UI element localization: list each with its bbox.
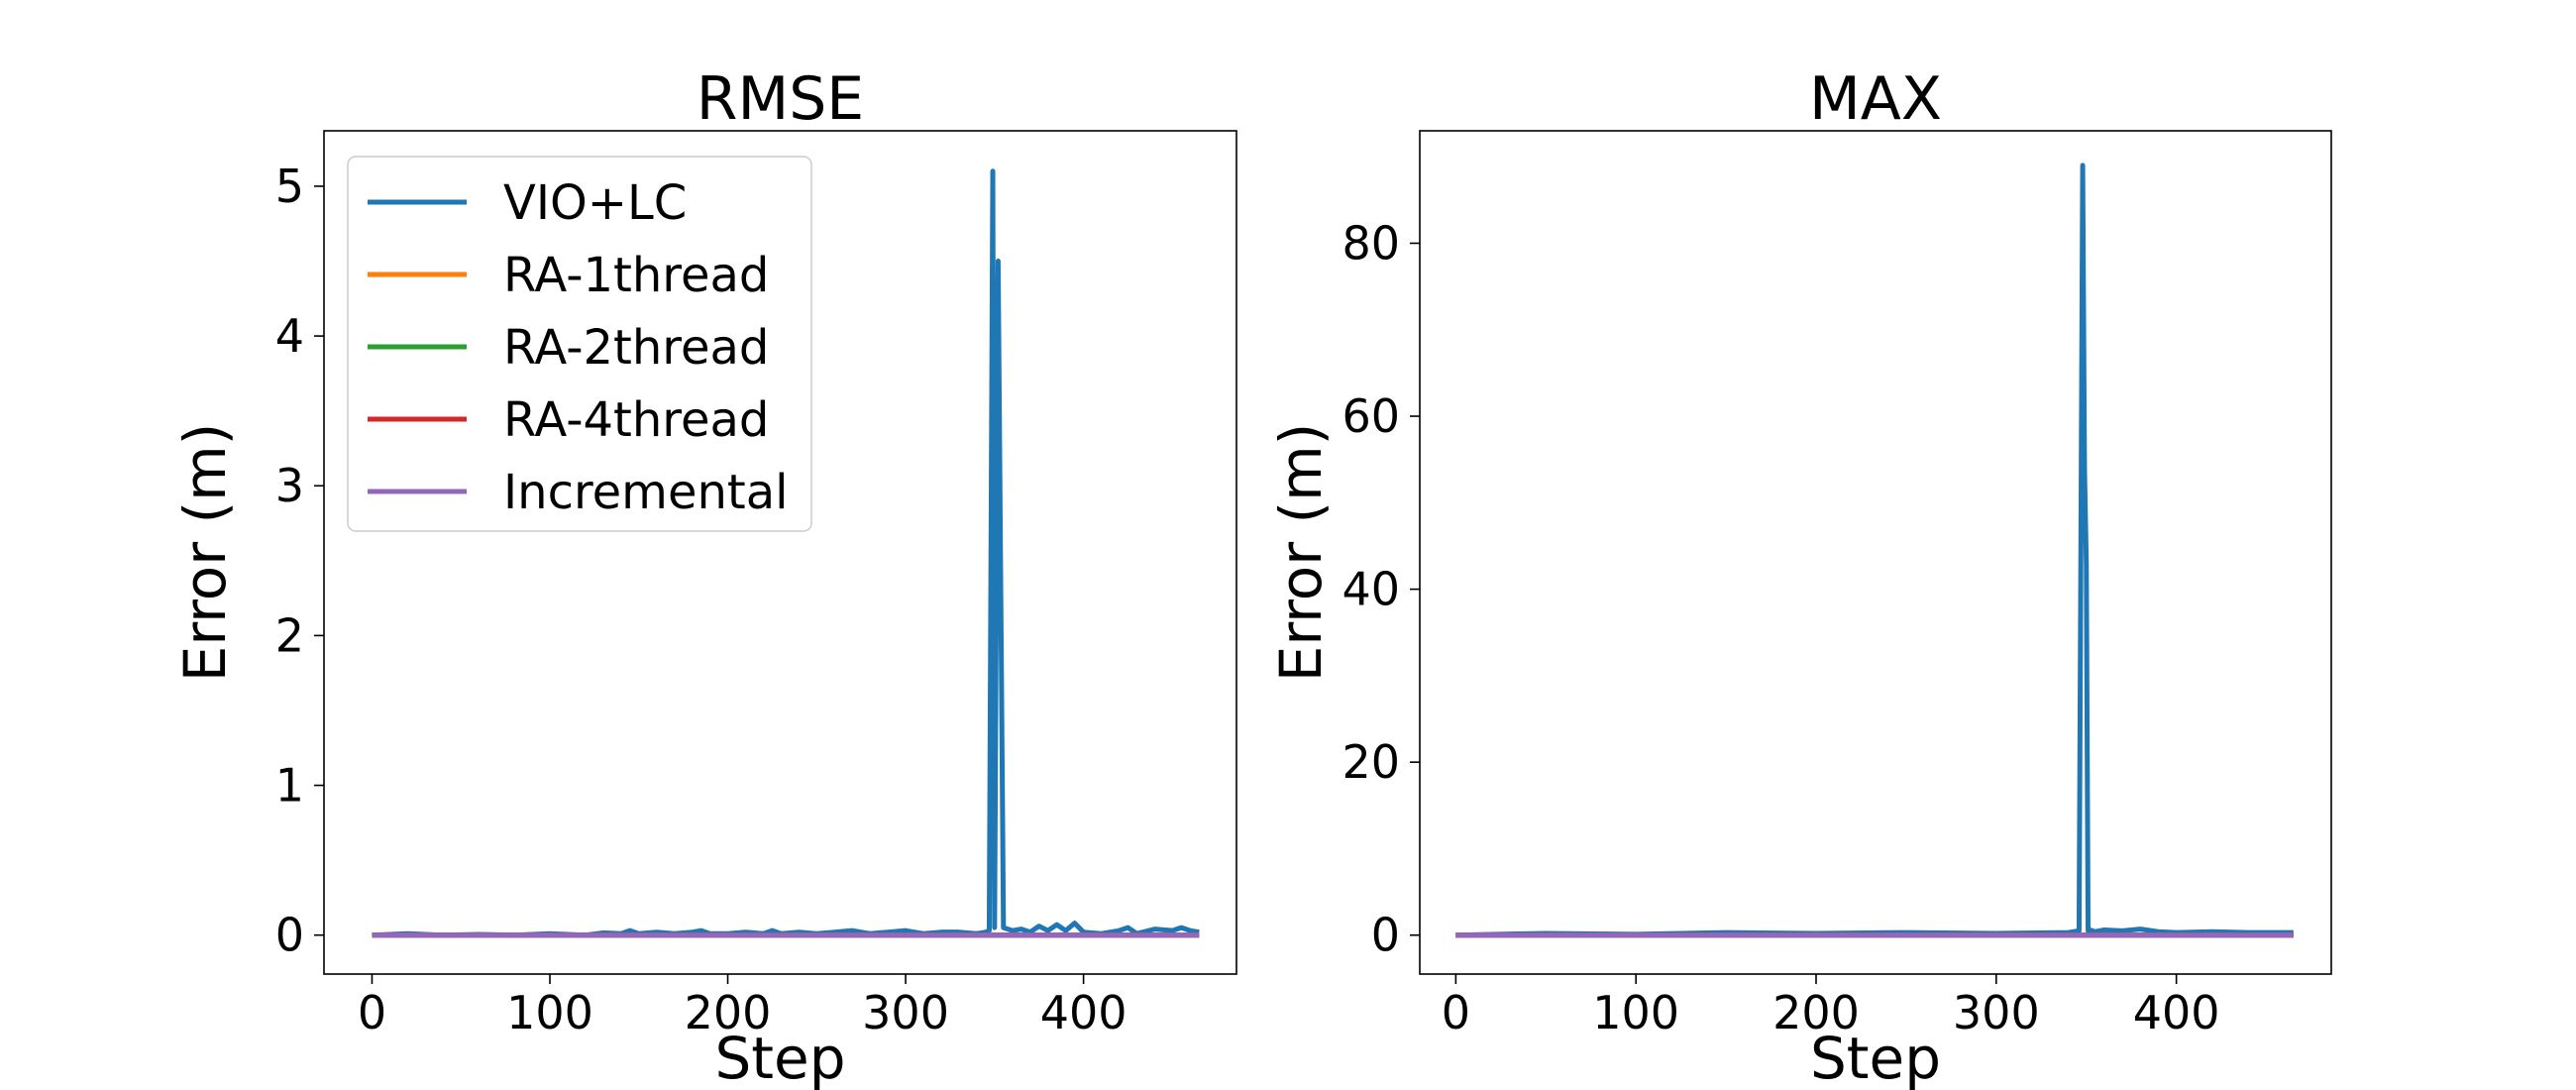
y-axis-label: Error (m)	[171, 423, 239, 683]
y-tick-label: 1	[275, 759, 304, 813]
y-tick-label: 5	[275, 160, 304, 213]
legend-label: RA-2thread	[503, 320, 769, 376]
chart-title: MAX	[1809, 64, 1942, 134]
y-tick-label: 80	[1342, 216, 1400, 270]
legend-label: RA-4thread	[503, 392, 769, 448]
axes-frame	[1419, 130, 2332, 975]
x-tick-label: 400	[1040, 986, 1127, 1039]
series-line-vio-lc	[1455, 163, 2294, 938]
y-tick-label: 60	[1342, 389, 1400, 443]
x-tick-label: 200	[1772, 986, 1860, 1039]
y-tick-label: 4	[275, 309, 304, 363]
x-tick-label: 0	[358, 986, 386, 1039]
y-axis-label: Error (m)	[1267, 423, 1335, 683]
y-tick-label: 3	[275, 459, 304, 512]
y-tick-label: 0	[275, 909, 304, 962]
y-tick-label: 40	[1342, 563, 1400, 616]
x-axis-label: Step	[714, 1025, 845, 1090]
y-tick-label: 0	[1371, 909, 1400, 962]
legend-label: Incremental	[503, 465, 788, 520]
axes-frame	[323, 130, 1237, 975]
series-group	[372, 168, 1200, 938]
panel-1: 0 100 200 300 400 0 1 2 3 4 5 RMSE Step Error (m) VIO+…	[171, 64, 1237, 1090]
panel-2: 0 100 200 300 400 0 20 40 60 80 MAX Step Error (m)	[1267, 64, 2332, 1090]
y-tick-label: 2	[275, 608, 304, 662]
x-tick-label: 300	[1953, 986, 2040, 1039]
x-tick-label: 300	[862, 986, 949, 1039]
series-line-vio-lc	[372, 168, 1200, 938]
legend-label: RA-1thread	[503, 248, 769, 303]
x-tick-label: 0	[1442, 986, 1470, 1039]
x-axis-label: Step	[1810, 1025, 1941, 1090]
x-tick-label: 400	[2133, 986, 2220, 1039]
x-tick-label: 100	[506, 986, 593, 1039]
series-group	[1455, 163, 2294, 938]
legend-label: VIO+LC	[503, 175, 687, 231]
legend-box	[347, 156, 812, 532]
chart-title: RMSE	[697, 64, 864, 134]
x-tick-label: 100	[1592, 986, 1679, 1039]
legend: VIO+LC RA-1thread RA-2thread RA-4thread Incr…	[347, 156, 812, 532]
x-tick-label: 200	[685, 986, 772, 1039]
y-tick-label: 20	[1342, 735, 1400, 789]
